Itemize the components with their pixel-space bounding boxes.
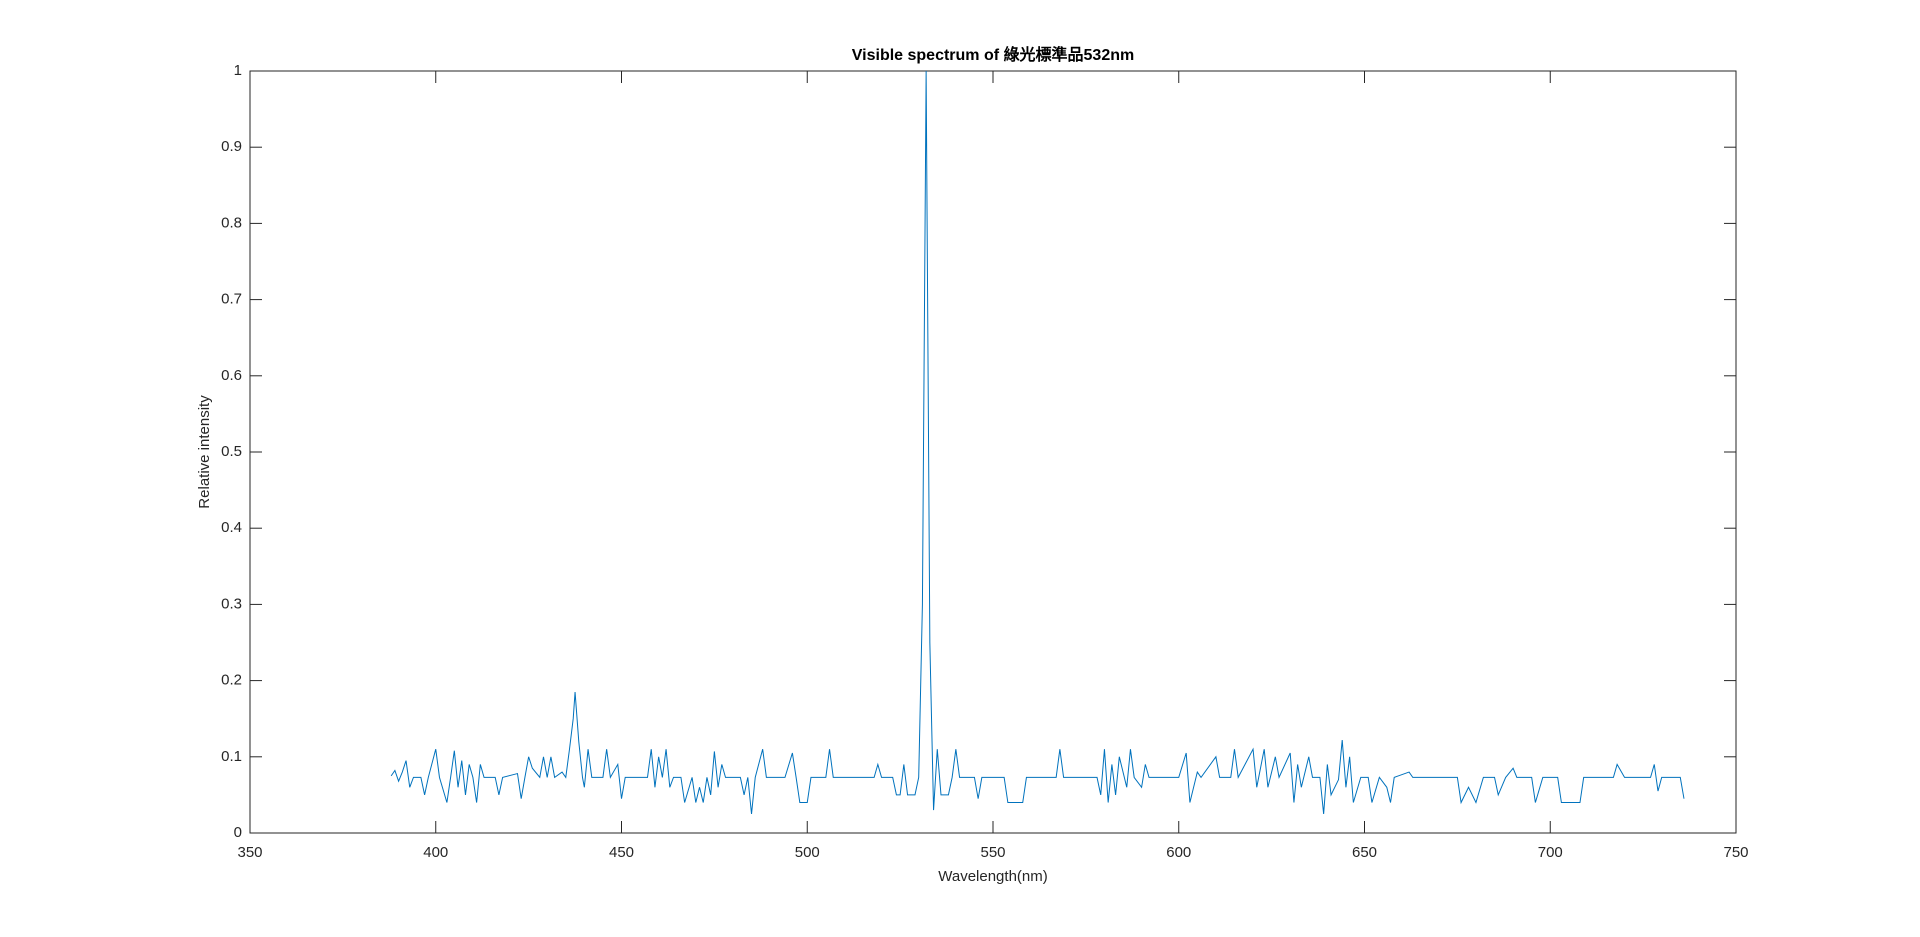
x-tick-label: 550 xyxy=(980,844,1005,861)
y-tick-label: 0.5 xyxy=(221,443,242,460)
chart-title: Visible spectrum of 綠光標準品532nm xyxy=(852,45,1134,64)
y-tick-label: 0.2 xyxy=(221,672,242,689)
y-axis-label: Relative intensity xyxy=(196,395,213,509)
y-tick-label: 0.9 xyxy=(221,138,242,155)
x-tick-label: 450 xyxy=(609,844,634,861)
y-tick-label: 0.1 xyxy=(221,748,242,765)
y-tick-label: 0.3 xyxy=(221,595,242,612)
axes-box xyxy=(249,70,1737,834)
y-tick-label: 0.4 xyxy=(221,519,242,536)
x-tick-label: 750 xyxy=(1723,844,1748,861)
x-tick-label: 600 xyxy=(1166,844,1191,861)
x-tick-label: 650 xyxy=(1352,844,1377,861)
y-tick-label: 0.6 xyxy=(221,367,242,384)
spectrum-line xyxy=(390,70,1685,815)
y-tick-label: 0.7 xyxy=(221,291,242,308)
x-tick-label: 400 xyxy=(423,844,448,861)
x-tick-label: 700 xyxy=(1538,844,1563,861)
x-axis-label: Wavelength(nm) xyxy=(938,868,1047,885)
y-tick-label: 0.8 xyxy=(221,214,242,231)
y-tick-label: 1 xyxy=(234,62,242,79)
x-tick-label: 350 xyxy=(237,844,262,861)
y-tick-label: 0 xyxy=(234,824,242,841)
x-tick-label: 500 xyxy=(795,844,820,861)
